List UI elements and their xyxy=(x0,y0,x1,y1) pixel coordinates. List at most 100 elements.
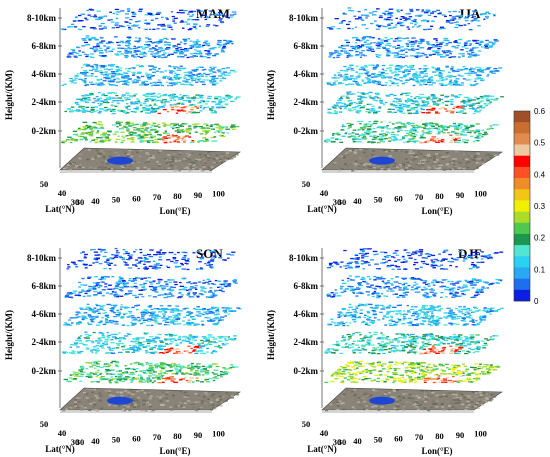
lon-tick-label: 30 xyxy=(333,437,342,447)
lake-shape xyxy=(369,396,396,405)
lon-axis-title: Lon(°E) xyxy=(421,206,452,216)
layer-6-8km: 6-8km xyxy=(32,275,238,299)
lon-tick-label: 80 xyxy=(173,431,182,441)
layer-label: 4-6km xyxy=(32,69,57,79)
horizontal-axes: 30 40 50 60 70 80 90 100 30 40 50 Lat(°N) Lon(°E) xyxy=(302,411,487,456)
lon-tick-label: 40 xyxy=(91,436,100,446)
lat-tick-label: 50 xyxy=(302,179,311,189)
lon-tick-label: 50 xyxy=(112,195,121,205)
lat-axis-title: Lat(°N) xyxy=(45,204,75,214)
lat-tick-label: 40 xyxy=(320,428,329,438)
lon-tick-label: 100 xyxy=(474,429,487,439)
lon-tick-label: 90 xyxy=(194,430,203,440)
lake-shape xyxy=(107,396,134,405)
lake-shape xyxy=(107,156,134,165)
lon-tick-label: 30 xyxy=(333,197,342,207)
colorbar-tick-label: 0.2 xyxy=(534,234,546,243)
layer-label: 4-6km xyxy=(294,69,319,79)
lon-tick-label: 100 xyxy=(212,189,225,199)
layer-8-10km: 8-10km xyxy=(27,247,236,271)
layer-8-10km: 8-10km xyxy=(289,248,504,270)
layer-label: 2-4km xyxy=(32,97,57,107)
lon-tick-label: 80 xyxy=(435,431,444,441)
layer-label: 8-10km xyxy=(27,13,57,23)
colorbar-tick-label: 0.5 xyxy=(534,139,546,148)
layer-label: 8-10km xyxy=(27,253,57,263)
lon-tick-label: 60 xyxy=(394,433,403,443)
colorbar-swatch xyxy=(514,245,530,257)
lon-axis-title: Lon(°E) xyxy=(159,446,190,456)
lon-tick-label: 90 xyxy=(456,190,465,200)
colorbar-tick-label: 0.1 xyxy=(534,265,546,274)
lon-tick-label: 30 xyxy=(71,197,80,207)
layer-6-8km: 6-8km xyxy=(294,275,503,299)
layer-0-2km: 0-2km xyxy=(32,121,240,144)
layer-label: 6-8km xyxy=(294,41,319,51)
panel-title: DJF xyxy=(458,246,482,261)
colorbar-tick-label: 0.3 xyxy=(534,202,546,211)
lon-tick-label: 40 xyxy=(353,436,362,446)
layer-label: 4-6km xyxy=(32,309,57,319)
height-axis-title: Height/(KM) xyxy=(4,310,14,360)
lon-tick-label: 100 xyxy=(212,429,225,439)
lat-axis-title: Lat(°N) xyxy=(45,444,75,454)
height-axis-title: Height/(KM) xyxy=(266,310,276,360)
layer-6-8km: 6-8km xyxy=(32,35,234,59)
layer-0-2km: 0-2km xyxy=(32,360,239,384)
lon-tick-label: 30 xyxy=(71,437,80,447)
layer-label: 6-8km xyxy=(32,281,57,291)
layer-label: 0-2km xyxy=(294,366,319,376)
lat-tick-label: 30 xyxy=(338,197,347,207)
lat-tick-label: 50 xyxy=(40,179,49,189)
height-axis-title: Height/(KM) xyxy=(4,70,14,120)
panel-title: MAM xyxy=(196,6,230,21)
lon-tick-label: 40 xyxy=(91,196,100,206)
layer-label: 0-2km xyxy=(32,126,57,136)
layer-4-6km: 4-6km xyxy=(32,303,242,327)
horizontal-axes: 30 40 50 60 70 80 90 100 30 40 50 Lat(°N) Lon(°E) xyxy=(302,171,487,216)
layer-label: 6-8km xyxy=(32,41,57,51)
lon-tick-label: 60 xyxy=(132,433,141,443)
colorbar-swatch xyxy=(514,211,530,224)
layer-6-8km: 6-8km xyxy=(294,35,499,59)
layer-label: 0-2km xyxy=(294,126,319,136)
colorbar-swatch xyxy=(514,200,530,212)
height-axis-title: Height/(KM) xyxy=(266,70,276,120)
colorbar-swatch xyxy=(514,144,530,157)
colorbar-swatch xyxy=(514,133,530,145)
colorbar-swatch xyxy=(514,278,530,291)
layer-label: 2-4km xyxy=(294,97,319,107)
lon-tick-label: 70 xyxy=(415,192,424,202)
layer-4-6km: 4-6km xyxy=(294,303,504,327)
lon-tick-label: 70 xyxy=(153,432,162,442)
season-panel-son: SONHeight/(KM)0-2km2-4km4-6km6-8km8-10km… xyxy=(4,246,242,456)
lat-tick-label: 40 xyxy=(58,188,67,198)
layer-label: 2-4km xyxy=(294,337,319,347)
lon-tick-label: 80 xyxy=(173,191,182,201)
lon-tick-label: 90 xyxy=(194,190,203,200)
colorbar-swatch xyxy=(514,111,530,123)
lat-tick-label: 40 xyxy=(58,428,67,438)
lon-tick-label: 50 xyxy=(112,435,121,445)
lat-tick-label: 30 xyxy=(76,437,85,447)
layer-label: 8-10km xyxy=(289,253,319,263)
terrain-texture xyxy=(325,388,497,412)
layer-8-10km: 8-10km xyxy=(27,8,237,31)
lon-tick-label: 80 xyxy=(435,191,444,201)
layer-label: 2-4km xyxy=(32,337,57,347)
layer-0-2km: 0-2km xyxy=(294,360,501,384)
lat-tick-label: 30 xyxy=(338,437,347,447)
layer-8-10km: 8-10km xyxy=(289,7,496,31)
season-panel-jja: JJAHeight/(KM)0-2km2-4km4-6km6-8km8-10km… xyxy=(266,6,504,216)
lat-tick-label: 30 xyxy=(76,197,85,207)
lon-tick-label: 50 xyxy=(374,195,383,205)
colorbar-tick-label: 0.6 xyxy=(534,107,546,116)
layer-label: 0-2km xyxy=(32,366,57,376)
layer-label: 6-8km xyxy=(294,281,319,291)
layer-0-2km: 0-2km xyxy=(294,120,499,144)
colorbar-swatch xyxy=(514,256,530,268)
colorbar: 0 0.1 0.2 0.3 0.4 0.5 0.6 xyxy=(513,107,546,306)
terrain-texture xyxy=(61,388,240,412)
layer-2-4km: 2-4km xyxy=(294,331,499,355)
